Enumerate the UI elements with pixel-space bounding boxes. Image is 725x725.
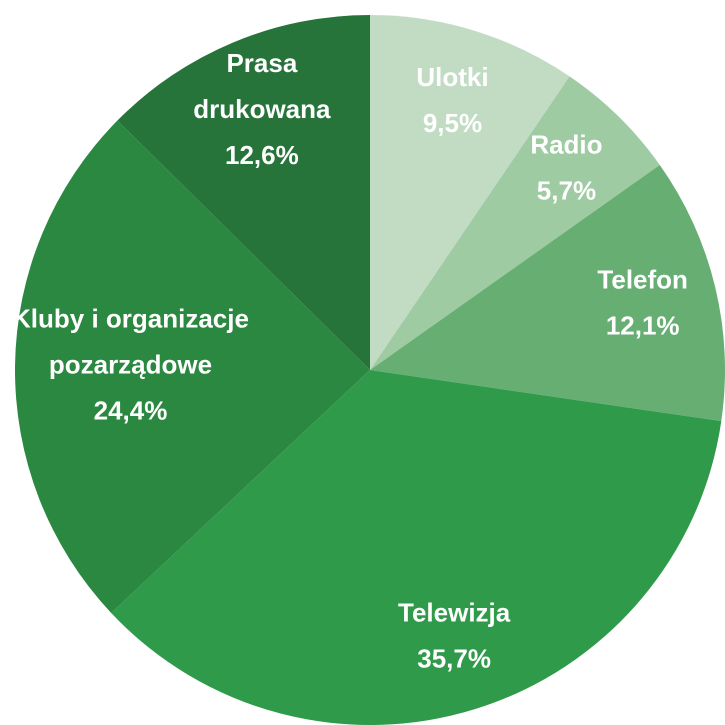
category-label: Ulotki — [416, 62, 488, 92]
category-label: Radio — [530, 130, 602, 160]
value-label: 12,1% — [606, 310, 680, 340]
value-label: 35,7% — [417, 643, 491, 673]
slice-label: Ulotki 9,5% — [416, 62, 488, 138]
category-label: Telefon — [597, 264, 688, 294]
slice-label: Telewizja 35,7% — [398, 597, 511, 673]
slice-label: Radio 5,7% — [530, 130, 602, 206]
pie-slice — [117, 15, 370, 370]
slice-label: Telefon 12,1% — [597, 264, 688, 340]
pie-slice — [370, 15, 570, 370]
value-label: 5,7% — [537, 176, 596, 206]
value-label: 12,6% — [225, 140, 299, 170]
value-label: 9,5% — [423, 108, 482, 138]
pie-slice — [370, 164, 725, 422]
pie-slice — [111, 370, 722, 725]
slice-label: Kluby i organizacje pozarządowe 24,4% — [12, 303, 249, 425]
value-label: 24,4% — [94, 395, 168, 425]
pie-slice — [14, 120, 371, 614]
slice-label: Prasa drukowana 12,6% — [193, 48, 331, 170]
category-label: Prasa — [226, 48, 297, 78]
category-label: pozarządowe — [49, 349, 212, 379]
category-label: drukowana — [193, 94, 331, 124]
category-label: Kluby i organizacje — [12, 303, 249, 333]
category-label: Telewizja — [398, 597, 511, 627]
pie-slice — [370, 76, 660, 370]
